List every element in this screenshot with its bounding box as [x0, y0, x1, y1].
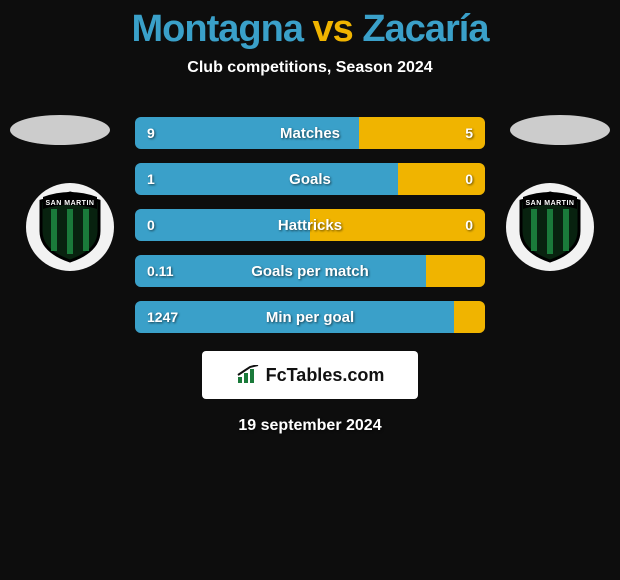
stat-label: Matches: [135, 117, 485, 149]
stat-label: Hattricks: [135, 209, 485, 241]
stat-value-left: 0: [147, 209, 155, 241]
stats-area: SAN MARTIN SAN MARTIN Matches95Goals10Ha…: [0, 117, 620, 333]
team-crest-right: SAN MARTIN: [506, 183, 594, 271]
player-oval-left: [10, 115, 110, 145]
svg-text:SAN MARTIN: SAN MARTIN: [526, 200, 575, 207]
crest-circle: SAN MARTIN: [26, 183, 114, 271]
stat-bar: Goals1 0: [135, 163, 485, 195]
shield-icon: SAN MARTIN: [517, 191, 583, 263]
stat-bar: Goals per match0.11: [135, 255, 485, 287]
svg-text:SAN MARTIN: SAN MARTIN: [46, 200, 95, 207]
page-title: Montagna vs Zacaría: [0, 0, 620, 51]
subtitle: Club competitions, Season 2024: [0, 59, 620, 77]
crest-circle: SAN MARTIN: [506, 183, 594, 271]
stat-value-left: 9: [147, 117, 155, 149]
stat-bar: Min per goal1247: [135, 301, 485, 333]
stat-value-right: 0: [465, 209, 473, 241]
date: 19 september 2024: [0, 417, 620, 435]
stat-label: Goals: [135, 163, 485, 195]
brand-box[interactable]: FcTables.com: [202, 351, 418, 399]
stat-value-left: 1: [147, 163, 155, 195]
team-crest-left: SAN MARTIN: [26, 183, 114, 271]
stat-value-right: 5: [465, 117, 473, 149]
stat-value-left: 1247: [147, 301, 178, 333]
shield-icon: SAN MARTIN: [37, 191, 103, 263]
player-left-name: Montagna: [132, 8, 303, 50]
chart-icon: [236, 365, 262, 385]
vs-text: vs: [313, 8, 353, 50]
brand-text: FcTables.com: [266, 365, 385, 386]
stat-bar: Hattricks0 0: [135, 209, 485, 241]
stat-value-left: 0.11: [147, 255, 173, 287]
stat-value-right: 0: [465, 163, 473, 195]
stat-bars: Matches95Goals10Hattricks00Goals per mat…: [135, 117, 485, 333]
player-right-name: Zacaría: [362, 8, 488, 50]
stat-label: Goals per match: [135, 255, 485, 287]
stat-label: Min per goal: [135, 301, 485, 333]
stat-bar: Matches9 5: [135, 117, 485, 149]
player-oval-right: [510, 115, 610, 145]
